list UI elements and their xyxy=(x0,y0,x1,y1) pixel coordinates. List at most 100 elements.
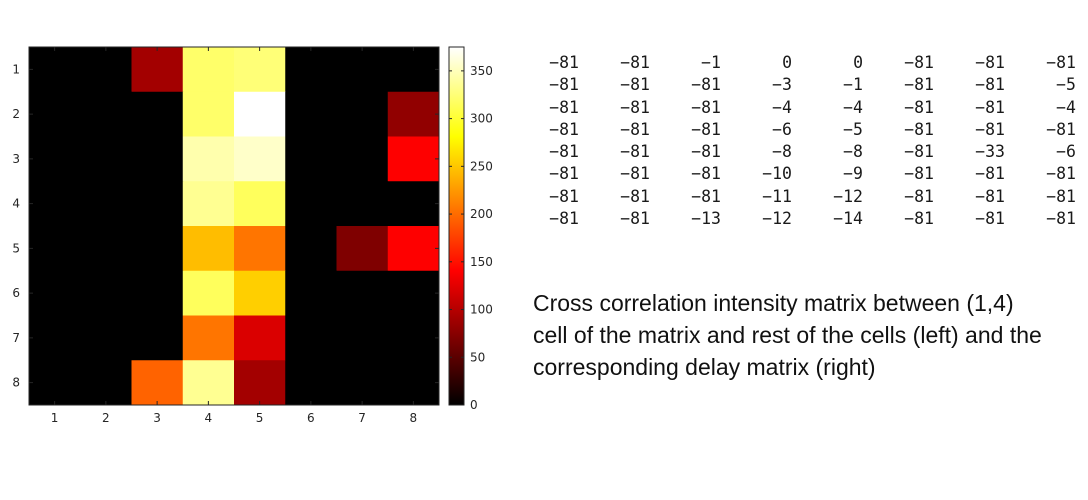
heatmap-cell xyxy=(336,91,389,137)
delay-cell: −81 xyxy=(904,142,934,162)
delay-cell: −81 xyxy=(620,53,650,72)
heatmap-cell xyxy=(80,315,132,361)
delay-cell: −3 xyxy=(772,75,792,95)
y-tick-label: 6 xyxy=(12,286,20,300)
heatmap-cell xyxy=(80,91,132,137)
heatmap-cell xyxy=(336,360,389,406)
heatmap-cell xyxy=(131,136,184,182)
heatmap-cell xyxy=(29,181,81,227)
heatmap-cell xyxy=(387,270,440,316)
heatmap-cell xyxy=(29,270,81,316)
heatmap-cell xyxy=(131,360,184,406)
delay-row: −81 −81 −81 −10 −9 −81 −81 −81 xyxy=(508,163,1083,185)
heatmap-cell xyxy=(182,91,235,137)
heatmap-cell xyxy=(182,226,235,272)
heatmap-cell xyxy=(80,226,132,272)
x-tick-label: 6 xyxy=(307,411,315,425)
heatmap-cell xyxy=(387,181,440,227)
heatmap-cell xyxy=(131,270,184,316)
heatmap-cell xyxy=(80,136,132,182)
delay-cell: 0 xyxy=(782,53,792,72)
delay-cell: −81 xyxy=(904,75,934,95)
y-axis-ticks: 1 2 3 4 5 6 7 8 xyxy=(12,62,439,390)
delay-cell: −8 xyxy=(772,142,792,162)
heatmap-cell xyxy=(336,136,389,182)
colorbar-tick-label: 150 xyxy=(470,255,493,269)
heatmap-cell xyxy=(131,226,184,272)
delay-cell: −81 xyxy=(549,97,579,117)
delay-cell: −81 xyxy=(549,164,579,184)
delay-cell: −5 xyxy=(1056,75,1076,95)
delay-cell: −81 xyxy=(1046,119,1076,139)
delay-cell: −81 xyxy=(691,97,721,117)
delay-cell: −1 xyxy=(701,53,721,72)
delay-cell: −81 xyxy=(620,186,650,206)
heatmap-cell xyxy=(336,47,389,93)
colorbar-tick-label: 250 xyxy=(470,159,493,173)
delay-cell: −81 xyxy=(975,186,1005,206)
colorbar-tick-label: 350 xyxy=(470,64,493,78)
heatmap-cell xyxy=(29,226,81,272)
y-tick-label: 8 xyxy=(12,376,20,390)
y-tick-label: 5 xyxy=(12,241,20,255)
delay-cell: −81 xyxy=(975,119,1005,139)
colorbar-tick-label: 50 xyxy=(470,350,485,364)
heatmap-cell xyxy=(131,91,184,137)
heatmap-cell xyxy=(387,47,440,93)
delay-cell: −13 xyxy=(691,209,721,229)
delay-cell: 0 xyxy=(853,53,863,72)
delay-cell: −81 xyxy=(691,186,721,206)
heatmap-cell xyxy=(285,360,337,406)
heatmap-cell xyxy=(234,181,286,227)
delay-cell: −81 xyxy=(549,119,579,139)
y-tick-label: 7 xyxy=(12,331,20,345)
x-tick-label: 5 xyxy=(256,411,264,425)
delay-cell: −12 xyxy=(762,209,792,229)
heatmap-cell xyxy=(234,270,286,316)
heatmap-cell xyxy=(80,181,132,227)
x-tick-label: 2 xyxy=(102,411,110,425)
delay-cell: −81 xyxy=(975,53,1005,72)
heatmap-cell xyxy=(29,136,81,182)
delay-cell: −81 xyxy=(691,164,721,184)
delay-cell: −81 xyxy=(975,97,1005,117)
heatmap-cell xyxy=(131,315,184,361)
delay-cell: −4 xyxy=(1056,97,1076,117)
heatmap-cell xyxy=(387,360,440,406)
colorbar-tick-label: 300 xyxy=(470,112,493,126)
heatmap-cell xyxy=(182,136,235,182)
heatmap-cell xyxy=(234,360,286,406)
delay-cell: −81 xyxy=(904,97,934,117)
heatmap-cell xyxy=(336,315,389,361)
delay-cell: −81 xyxy=(1046,53,1076,72)
heatmap-cell xyxy=(234,91,286,137)
delay-cell: −10 xyxy=(762,164,792,184)
x-tick-label: 7 xyxy=(358,411,366,425)
heatmap-cell xyxy=(182,315,235,361)
heatmap-cell xyxy=(387,315,440,361)
heatmap-cell xyxy=(234,226,286,272)
delay-cell: −81 xyxy=(549,142,579,162)
heatmap-cell xyxy=(285,47,337,93)
heatmap-cell xyxy=(29,360,81,406)
colorbar-ticks: 0 50 100 150 200 250 300 350 xyxy=(449,64,493,412)
heatmap-cell xyxy=(285,226,337,272)
delay-cell: −81 xyxy=(691,142,721,162)
delay-cell: −1 xyxy=(843,75,863,95)
heatmap-cell xyxy=(182,47,235,93)
heatmap-frame xyxy=(28,46,440,406)
heatmap-cell xyxy=(234,315,286,361)
heatmap-cell xyxy=(387,226,440,272)
delay-cell: −81 xyxy=(620,97,650,117)
delay-cell: −81 xyxy=(975,164,1005,184)
delay-cell: −81 xyxy=(691,119,721,139)
delay-cell: −81 xyxy=(549,186,579,206)
delay-row: −81 −81 −81 −11 −12 −81 −81 −81 xyxy=(508,186,1083,208)
heatmap-cell xyxy=(336,181,389,227)
y-tick-label: 2 xyxy=(12,107,20,121)
y-tick-label: 1 xyxy=(12,62,20,76)
colorbar-tick-label: 0 xyxy=(470,398,478,412)
heatmap-cell xyxy=(234,47,286,93)
delay-cell: −81 xyxy=(691,75,721,95)
y-tick-label: 3 xyxy=(12,152,20,166)
